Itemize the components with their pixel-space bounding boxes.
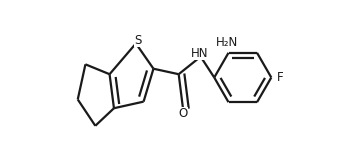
Text: F: F (277, 71, 283, 84)
Text: H₂N: H₂N (216, 36, 239, 49)
Text: HN: HN (191, 47, 208, 60)
Text: O: O (179, 107, 188, 120)
Text: S: S (134, 34, 141, 47)
